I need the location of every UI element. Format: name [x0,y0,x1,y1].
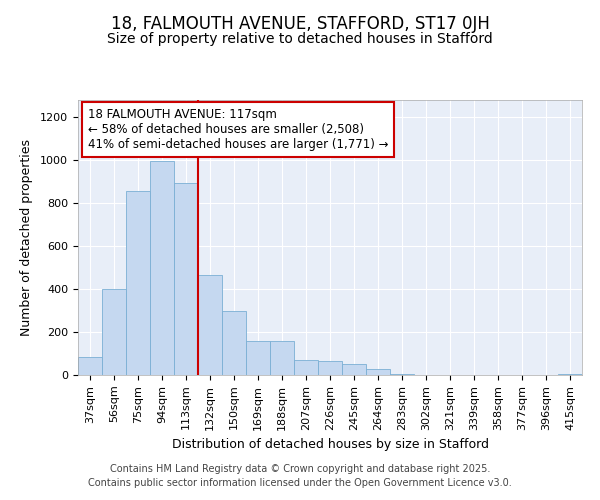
Text: Size of property relative to detached houses in Stafford: Size of property relative to detached ho… [107,32,493,46]
Y-axis label: Number of detached properties: Number of detached properties [20,139,33,336]
Text: Contains HM Land Registry data © Crown copyright and database right 2025.
Contai: Contains HM Land Registry data © Crown c… [88,464,512,487]
Bar [78,356,102,375]
Bar [366,368,390,375]
Bar [126,192,150,375]
Bar [342,364,366,375]
Bar [318,361,342,375]
Bar [102,289,126,375]
Bar [390,374,414,375]
Bar [222,310,246,375]
Bar [270,340,294,375]
Bar [246,340,270,375]
Bar [150,161,174,375]
Text: 18, FALMOUTH AVENUE, STAFFORD, ST17 0JH: 18, FALMOUTH AVENUE, STAFFORD, ST17 0JH [110,15,490,33]
Text: 18 FALMOUTH AVENUE: 117sqm
← 58% of detached houses are smaller (2,508)
41% of s: 18 FALMOUTH AVENUE: 117sqm ← 58% of deta… [88,108,389,151]
Bar [174,182,198,375]
Bar [558,374,582,375]
Bar [294,360,318,375]
X-axis label: Distribution of detached houses by size in Stafford: Distribution of detached houses by size … [172,438,488,451]
Bar [198,275,222,375]
